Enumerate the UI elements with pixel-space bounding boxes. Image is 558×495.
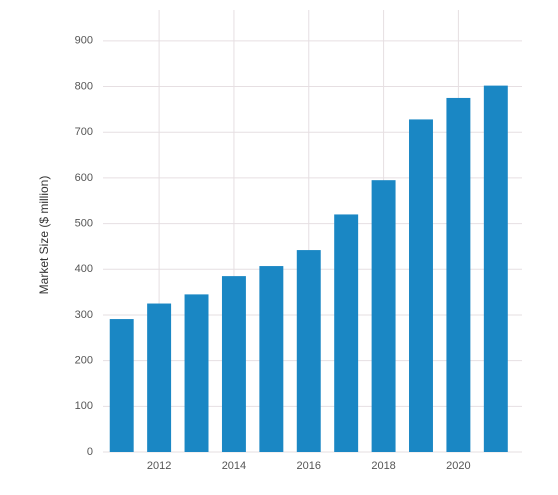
x-tick-label: 2014 bbox=[222, 460, 246, 472]
bar bbox=[147, 303, 172, 452]
bar bbox=[409, 119, 433, 452]
y-tick-label: 400 bbox=[75, 263, 93, 275]
y-tick-label: 600 bbox=[75, 172, 93, 184]
x-tick-label: 2018 bbox=[371, 460, 395, 472]
bar bbox=[483, 85, 508, 452]
y-tick-label: 500 bbox=[75, 217, 93, 229]
y-tick-label: 700 bbox=[75, 126, 93, 138]
bar bbox=[334, 214, 359, 452]
bar bbox=[296, 250, 321, 452]
x-tick-label: 2020 bbox=[446, 460, 470, 472]
bar bbox=[221, 276, 246, 452]
bar bbox=[371, 180, 396, 452]
y-tick-label: 800 bbox=[75, 80, 93, 92]
bar bbox=[109, 319, 134, 452]
x-tick-label: 2012 bbox=[147, 460, 171, 472]
y-axis-title: Market Size ($ million) bbox=[37, 176, 51, 295]
bar bbox=[259, 266, 284, 452]
y-tick-label: 900 bbox=[75, 35, 93, 47]
bar bbox=[446, 97, 471, 453]
y-tick-label: 100 bbox=[75, 400, 93, 412]
y-tick-label: 0 bbox=[87, 446, 93, 458]
x-tick-label: 2016 bbox=[297, 460, 321, 472]
y-tick-label: 300 bbox=[75, 309, 93, 321]
bar bbox=[184, 294, 209, 452]
y-tick-label: 200 bbox=[75, 355, 93, 367]
